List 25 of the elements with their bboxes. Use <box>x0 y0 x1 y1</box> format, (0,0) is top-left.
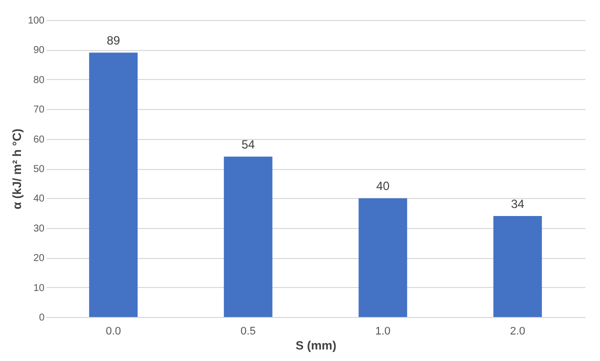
data-label: 40 <box>376 179 390 194</box>
data-label: 89 <box>106 34 120 48</box>
y-tick-label: 0 <box>38 312 45 324</box>
data-label: 34 <box>510 197 525 212</box>
bar <box>224 156 272 317</box>
y-tick-label: 50 <box>33 164 45 175</box>
x-tick-label: 0.0 <box>106 326 122 338</box>
x-tick-label: 0.5 <box>240 326 256 338</box>
y-tick-label: 80 <box>33 74 45 86</box>
bar <box>358 198 408 317</box>
y-tick-label: 10 <box>33 282 45 294</box>
data-label: 54 <box>241 138 256 152</box>
x-axis-title: S (mm) <box>296 338 336 352</box>
y-tick-label: 90 <box>33 45 45 56</box>
bar <box>89 52 138 317</box>
y-axis-title: α (kJ/ m² h °C) <box>10 128 24 210</box>
bar <box>493 216 542 317</box>
y-tick-label: 20 <box>33 253 45 264</box>
x-tick-label: 1.0 <box>375 326 391 338</box>
x-tick-label: 2.0 <box>510 326 526 338</box>
y-tick-label: 40 <box>33 194 45 205</box>
y-tick-label: 70 <box>33 104 45 116</box>
y-tick-label: 60 <box>33 134 45 146</box>
y-tick-label: 30 <box>33 223 45 234</box>
y-tick-label: 100 <box>28 16 45 26</box>
